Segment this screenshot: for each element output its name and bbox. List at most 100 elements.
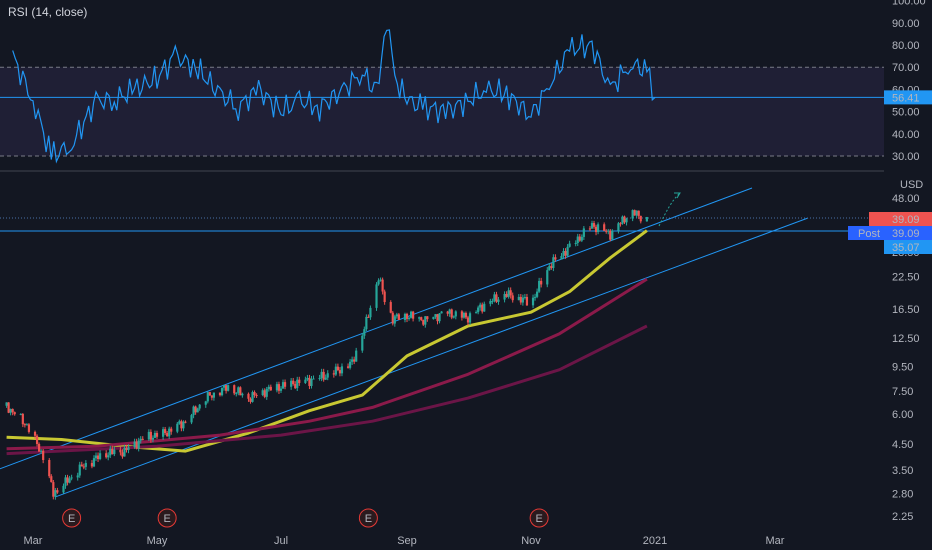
candle-body bbox=[82, 466, 85, 468]
candle-body bbox=[361, 335, 364, 351]
earnings-marker: E bbox=[62, 508, 82, 528]
candle-body bbox=[164, 429, 167, 434]
rsi-value-tag-text: 56.41 bbox=[892, 92, 920, 104]
candle-body bbox=[426, 316, 429, 320]
ma-slow-line bbox=[6, 324, 648, 456]
time-axis-tick: Mar bbox=[24, 535, 43, 547]
price-plot-area bbox=[0, 187, 884, 500]
candle-body bbox=[446, 311, 449, 314]
candle-body bbox=[576, 236, 579, 244]
candle-body bbox=[511, 295, 514, 301]
candle-body bbox=[355, 350, 358, 362]
earnings-marker-circle bbox=[157, 508, 177, 528]
candle-body bbox=[27, 424, 31, 432]
candle-body bbox=[235, 392, 238, 394]
candle-body bbox=[479, 304, 482, 308]
candle-body bbox=[436, 314, 439, 322]
candle-body bbox=[251, 392, 254, 402]
candle-body bbox=[306, 377, 309, 380]
post-price-text: 39.09 bbox=[892, 228, 920, 240]
candle-body bbox=[68, 478, 71, 483]
candle-body bbox=[277, 384, 281, 391]
post-label-bg bbox=[848, 226, 884, 240]
candle-body bbox=[308, 377, 311, 386]
candle-body bbox=[233, 385, 236, 394]
candle-body bbox=[550, 266, 553, 268]
candle-body bbox=[377, 280, 380, 285]
candle-body bbox=[11, 408, 14, 413]
time-axis-tick: May bbox=[147, 535, 168, 547]
candle-body bbox=[619, 223, 622, 225]
price-axis-tick: 16.50 bbox=[892, 304, 920, 316]
candle-body bbox=[296, 379, 299, 389]
candle-body bbox=[320, 371, 323, 378]
candle-body bbox=[137, 440, 140, 449]
rsi-axis-tick: 50.00 bbox=[892, 107, 920, 119]
candle-body bbox=[617, 223, 620, 231]
candle-body bbox=[190, 415, 193, 423]
candle-body bbox=[324, 377, 327, 380]
candle-body bbox=[294, 383, 297, 389]
last-price-tag-bg bbox=[869, 212, 932, 226]
candle-body bbox=[227, 385, 230, 391]
candle-body bbox=[489, 301, 492, 304]
candle-body bbox=[155, 432, 159, 437]
candle-body bbox=[409, 311, 413, 318]
earnings-marker: E bbox=[157, 508, 177, 528]
candle-body bbox=[509, 290, 512, 296]
candle-body bbox=[367, 316, 370, 318]
candle-body bbox=[582, 228, 585, 237]
candle-body bbox=[283, 382, 287, 387]
candle-body bbox=[623, 216, 626, 223]
candle-body bbox=[393, 316, 396, 324]
candle-body bbox=[332, 373, 335, 375]
candle-body bbox=[208, 392, 211, 396]
candle-body bbox=[176, 423, 179, 432]
candle-body bbox=[220, 387, 224, 396]
candle-body bbox=[503, 293, 506, 300]
candle-body bbox=[109, 448, 112, 456]
candle-body bbox=[568, 243, 571, 247]
candle-body bbox=[119, 449, 122, 453]
last-price-tag-text: 39.09 bbox=[892, 214, 920, 226]
candle-body bbox=[464, 312, 468, 318]
candle-body bbox=[466, 317, 470, 323]
candle-body bbox=[23, 424, 26, 426]
rsi-axis-tick: 90.00 bbox=[892, 18, 920, 30]
candle-body bbox=[434, 314, 437, 317]
candle-body bbox=[580, 236, 583, 241]
candle-body bbox=[98, 453, 102, 460]
candle-body bbox=[418, 317, 421, 319]
candle-body bbox=[265, 388, 268, 397]
channel-upper-line bbox=[0, 187, 753, 470]
candle-body bbox=[70, 477, 73, 479]
candle-body bbox=[304, 379, 307, 383]
candle-body bbox=[19, 413, 22, 415]
candle-body bbox=[383, 291, 386, 303]
candle-body bbox=[403, 313, 407, 320]
candle-body bbox=[635, 210, 638, 216]
candle-body bbox=[292, 380, 295, 384]
candle-body bbox=[369, 307, 372, 318]
candle-body bbox=[198, 404, 201, 409]
candle-body bbox=[554, 257, 557, 260]
candle-body bbox=[621, 216, 624, 224]
candle-body bbox=[645, 217, 648, 222]
candle-body bbox=[9, 408, 12, 413]
price-axis-tick: 12.50 bbox=[892, 333, 920, 345]
candle-body bbox=[196, 408, 199, 413]
candle-body bbox=[481, 304, 484, 312]
rsi-indicator-label[interactable]: RSI (14, close) bbox=[8, 5, 88, 19]
candle-body bbox=[564, 251, 567, 256]
candle-body bbox=[454, 311, 457, 317]
candle-body bbox=[318, 377, 321, 379]
candle-body bbox=[560, 255, 563, 260]
candle-body bbox=[113, 449, 116, 455]
time-axis-tick: Jul bbox=[274, 535, 288, 547]
earnings-marker-circle bbox=[529, 508, 549, 528]
candle-body bbox=[438, 313, 441, 322]
candle-body bbox=[275, 384, 279, 391]
currency-label: USD bbox=[900, 179, 923, 191]
